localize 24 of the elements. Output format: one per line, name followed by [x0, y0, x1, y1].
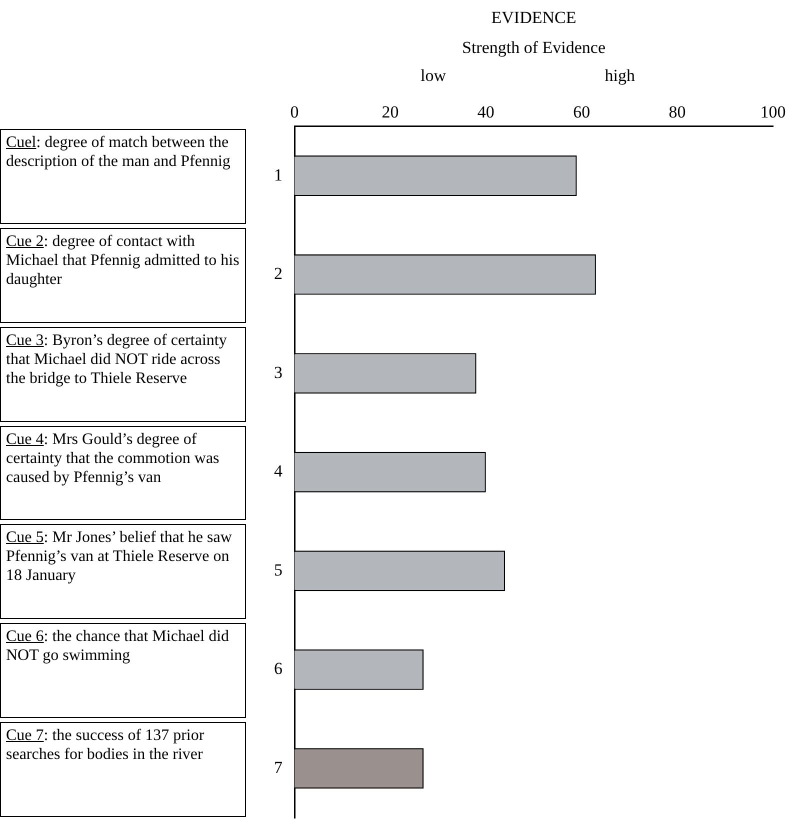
y-tick-label: 5	[274, 560, 282, 580]
x-axis-title: Strength of Evidence	[462, 38, 606, 58]
y-tick-label: 1	[274, 165, 282, 184]
text: low	[420, 66, 446, 86]
y-tick-label: 6	[274, 659, 282, 678]
text: Cue 4: Mrs Gould’s degree of certainty that the commotion was caused by Pfennig’s van	[0, 426, 246, 520]
text: Cue 3: Byron’s degree of certainty that Michael did NOT ride across the bridge to Thiele Reserve	[0, 326, 246, 422]
chart-title: EVIDENCE	[491, 8, 576, 28]
text: Cue 2: degree of contact with Michael that Pfennig admitted to his daughter	[0, 228, 246, 323]
text: Cue 7: the success of 137 prior searches for bodies in the river	[0, 722, 246, 817]
x-tick-label: 20	[382, 102, 399, 122]
x-tick-label: 0	[290, 102, 299, 122]
y-tick-label: 3	[274, 362, 282, 382]
y-tick-label: 2	[274, 264, 282, 284]
x-tick-label: 80	[668, 102, 686, 122]
text: Cue 6: the chance that Michael did NOT go swimming	[0, 623, 246, 718]
y-tick-label: 4	[274, 462, 283, 481]
text: Cuel: degree of match between the description of the man and Pfennig	[0, 129, 246, 224]
x-tick-label: 60	[573, 102, 590, 122]
x-tick-label: 100	[760, 102, 786, 122]
text: Cue 5: Mr Jones’ belief that he saw Pfennig’s van at Thiele Reserve on 18 January	[0, 524, 246, 620]
x-tick-label: 40	[477, 102, 494, 122]
y-tick-label: 7	[274, 758, 283, 777]
text: high	[604, 66, 635, 86]
